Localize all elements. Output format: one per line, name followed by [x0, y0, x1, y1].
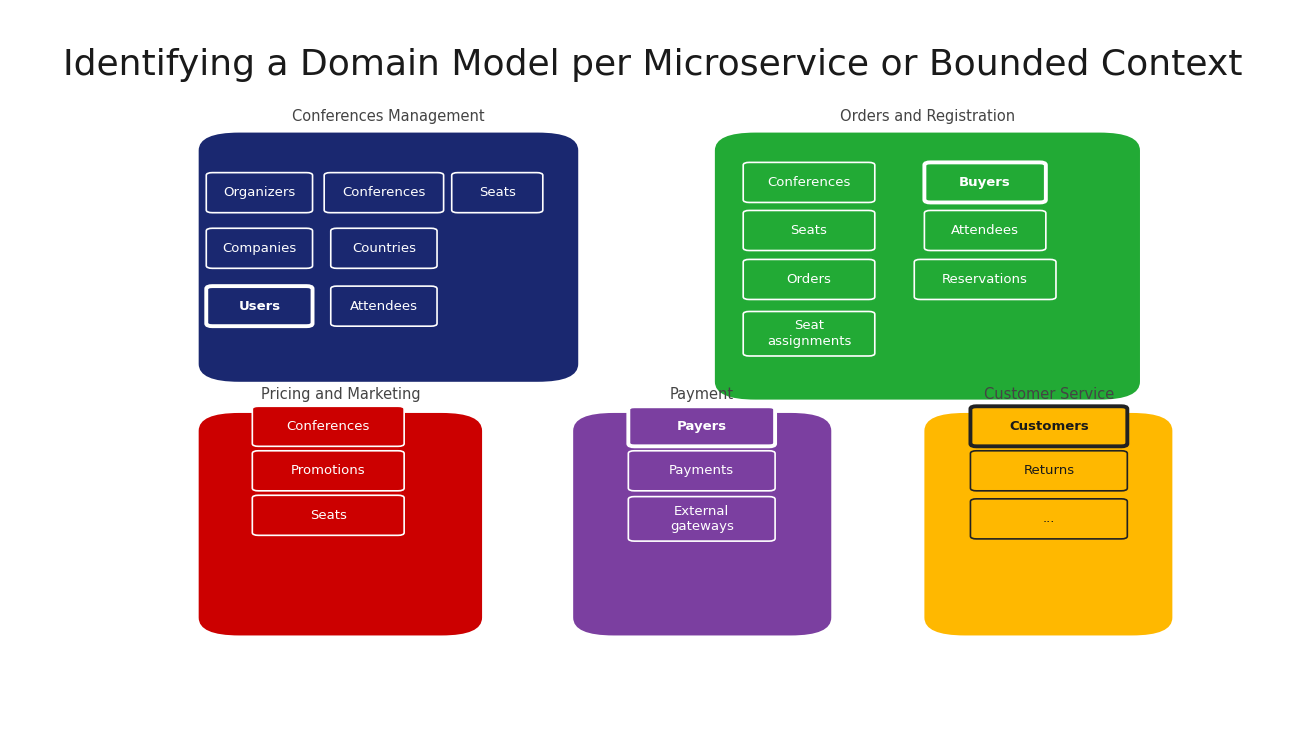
- Text: Seat
assignments: Seat assignments: [767, 319, 852, 348]
- FancyBboxPatch shape: [925, 413, 1173, 636]
- Text: Promotions: Promotions: [291, 465, 366, 477]
- FancyBboxPatch shape: [206, 228, 312, 269]
- FancyBboxPatch shape: [330, 228, 438, 269]
- Text: Reservations: Reservations: [942, 273, 1028, 286]
- Text: Conferences: Conferences: [286, 420, 370, 433]
- FancyBboxPatch shape: [252, 495, 404, 535]
- Text: Payment: Payment: [670, 387, 734, 401]
- FancyBboxPatch shape: [743, 211, 875, 250]
- Text: Companies: Companies: [222, 241, 296, 255]
- FancyBboxPatch shape: [914, 259, 1057, 299]
- FancyBboxPatch shape: [452, 172, 543, 213]
- FancyBboxPatch shape: [628, 451, 774, 491]
- Text: Orders: Orders: [786, 273, 832, 286]
- FancyBboxPatch shape: [743, 162, 875, 203]
- FancyBboxPatch shape: [252, 407, 404, 446]
- FancyBboxPatch shape: [970, 499, 1127, 539]
- Text: Seats: Seats: [310, 509, 346, 522]
- Text: Customer Service: Customer Service: [983, 387, 1114, 401]
- FancyBboxPatch shape: [199, 133, 579, 382]
- FancyBboxPatch shape: [628, 497, 774, 541]
- Text: Organizers: Organizers: [223, 186, 295, 199]
- Text: Attendees: Attendees: [951, 224, 1019, 237]
- Text: Pricing and Marketing: Pricing and Marketing: [261, 387, 421, 401]
- FancyBboxPatch shape: [330, 286, 438, 326]
- Text: Seats: Seats: [479, 186, 516, 199]
- Text: Countries: Countries: [351, 241, 415, 255]
- Text: Identifying a Domain Model per Microservice or Bounded Context: Identifying a Domain Model per Microserv…: [63, 48, 1243, 81]
- Text: Payments: Payments: [669, 465, 734, 477]
- FancyBboxPatch shape: [199, 413, 482, 636]
- Text: Orders and Registration: Orders and Registration: [840, 109, 1015, 124]
- Text: Buyers: Buyers: [959, 176, 1011, 189]
- FancyBboxPatch shape: [714, 133, 1140, 399]
- Text: Conferences: Conferences: [342, 186, 426, 199]
- FancyBboxPatch shape: [970, 407, 1127, 446]
- Text: Seats: Seats: [790, 224, 828, 237]
- Text: Customers: Customers: [1010, 420, 1089, 433]
- FancyBboxPatch shape: [206, 172, 312, 213]
- Text: External
gateways: External gateways: [670, 504, 734, 533]
- FancyBboxPatch shape: [324, 172, 444, 213]
- Text: Conferences: Conferences: [768, 176, 850, 189]
- FancyBboxPatch shape: [743, 311, 875, 356]
- FancyBboxPatch shape: [925, 211, 1046, 250]
- Text: Conferences Management: Conferences Management: [291, 109, 485, 124]
- FancyBboxPatch shape: [628, 407, 774, 446]
- FancyBboxPatch shape: [970, 451, 1127, 491]
- Text: Users: Users: [238, 299, 281, 313]
- FancyBboxPatch shape: [252, 451, 404, 491]
- Text: ...: ...: [1042, 512, 1055, 526]
- FancyBboxPatch shape: [925, 162, 1046, 203]
- FancyBboxPatch shape: [206, 286, 312, 326]
- Text: Payers: Payers: [677, 420, 726, 433]
- FancyBboxPatch shape: [573, 413, 832, 636]
- Text: Attendees: Attendees: [350, 299, 418, 313]
- Text: Returns: Returns: [1024, 465, 1075, 477]
- FancyBboxPatch shape: [743, 259, 875, 299]
